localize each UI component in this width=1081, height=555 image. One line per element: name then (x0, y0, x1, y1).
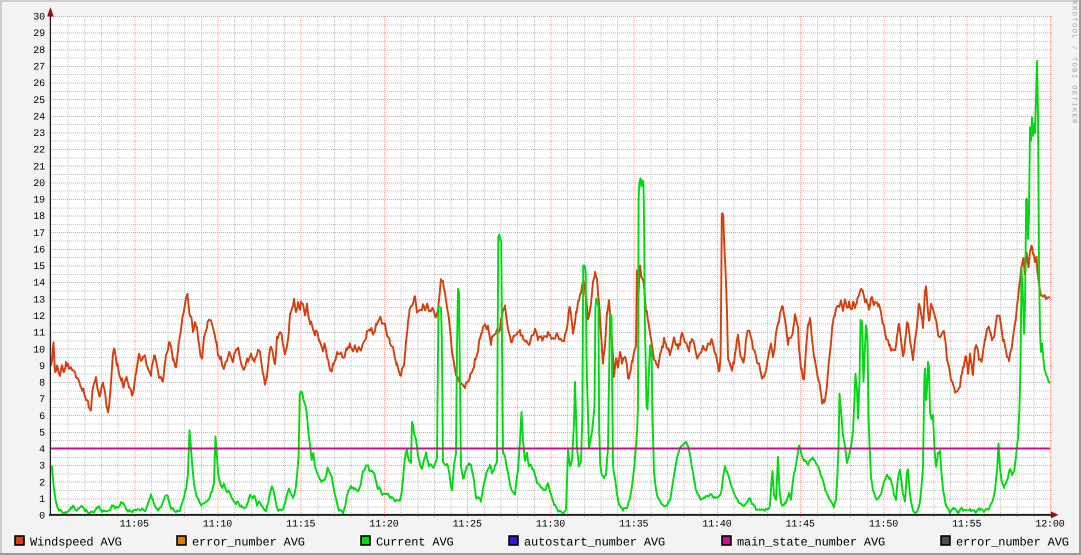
svg-text:23: 23 (33, 129, 45, 140)
svg-text:11:30: 11:30 (536, 520, 565, 531)
svg-text:11:15: 11:15 (286, 520, 315, 531)
svg-text:18: 18 (33, 212, 45, 223)
svg-text:11:55: 11:55 (952, 520, 981, 531)
svg-text:9: 9 (39, 362, 45, 373)
svg-text:error_number AVG: error_number AVG (956, 536, 1069, 550)
svg-text:27: 27 (33, 63, 45, 74)
svg-text:26: 26 (33, 79, 45, 90)
svg-text:11:20: 11:20 (369, 520, 398, 531)
svg-text:30: 30 (33, 13, 45, 24)
svg-text:11: 11 (33, 329, 45, 340)
svg-text:12: 12 (33, 312, 45, 323)
svg-text:15: 15 (33, 262, 45, 273)
svg-text:13: 13 (33, 295, 45, 306)
svg-text:25: 25 (33, 96, 45, 107)
svg-text:14: 14 (33, 279, 45, 290)
svg-text:error_number AVG: error_number AVG (192, 536, 305, 550)
svg-text:11:10: 11:10 (203, 520, 232, 531)
svg-text:24: 24 (33, 112, 45, 123)
svg-text:11:45: 11:45 (786, 520, 815, 531)
svg-text:10: 10 (33, 345, 45, 356)
svg-text:Windspeed AVG: Windspeed AVG (30, 536, 122, 550)
svg-text:4: 4 (39, 445, 45, 456)
svg-text:16: 16 (33, 246, 45, 257)
svg-text:2: 2 (39, 478, 45, 489)
svg-text:11:50: 11:50 (869, 520, 898, 531)
svg-text:8: 8 (39, 379, 45, 390)
svg-text:12:00: 12:00 (1035, 520, 1064, 531)
svg-text:RRDTOOL / TOBI OETIKER: RRDTOOL / TOBI OETIKER (1070, 1, 1079, 125)
svg-text:7: 7 (39, 395, 45, 406)
svg-text:main_state_number AVG: main_state_number AVG (737, 536, 885, 550)
svg-text:5: 5 (39, 428, 45, 439)
svg-text:28: 28 (33, 46, 45, 57)
svg-text:3: 3 (39, 462, 45, 473)
svg-text:11:25: 11:25 (453, 520, 482, 531)
svg-text:0: 0 (39, 512, 45, 523)
svg-text:autostart_number AVG: autostart_number AVG (524, 536, 665, 550)
svg-text:22: 22 (33, 146, 45, 157)
svg-text:20: 20 (33, 179, 45, 190)
svg-text:19: 19 (33, 196, 45, 207)
svg-text:29: 29 (33, 29, 45, 40)
svg-text:17: 17 (33, 229, 45, 240)
svg-text:11:35: 11:35 (619, 520, 648, 531)
svg-text:Current AVG: Current AVG (376, 536, 454, 550)
svg-text:6: 6 (39, 412, 45, 423)
svg-text:1: 1 (39, 495, 45, 506)
svg-text:11:05: 11:05 (120, 520, 149, 531)
svg-text:21: 21 (33, 162, 45, 173)
svg-text:11:40: 11:40 (702, 520, 731, 531)
